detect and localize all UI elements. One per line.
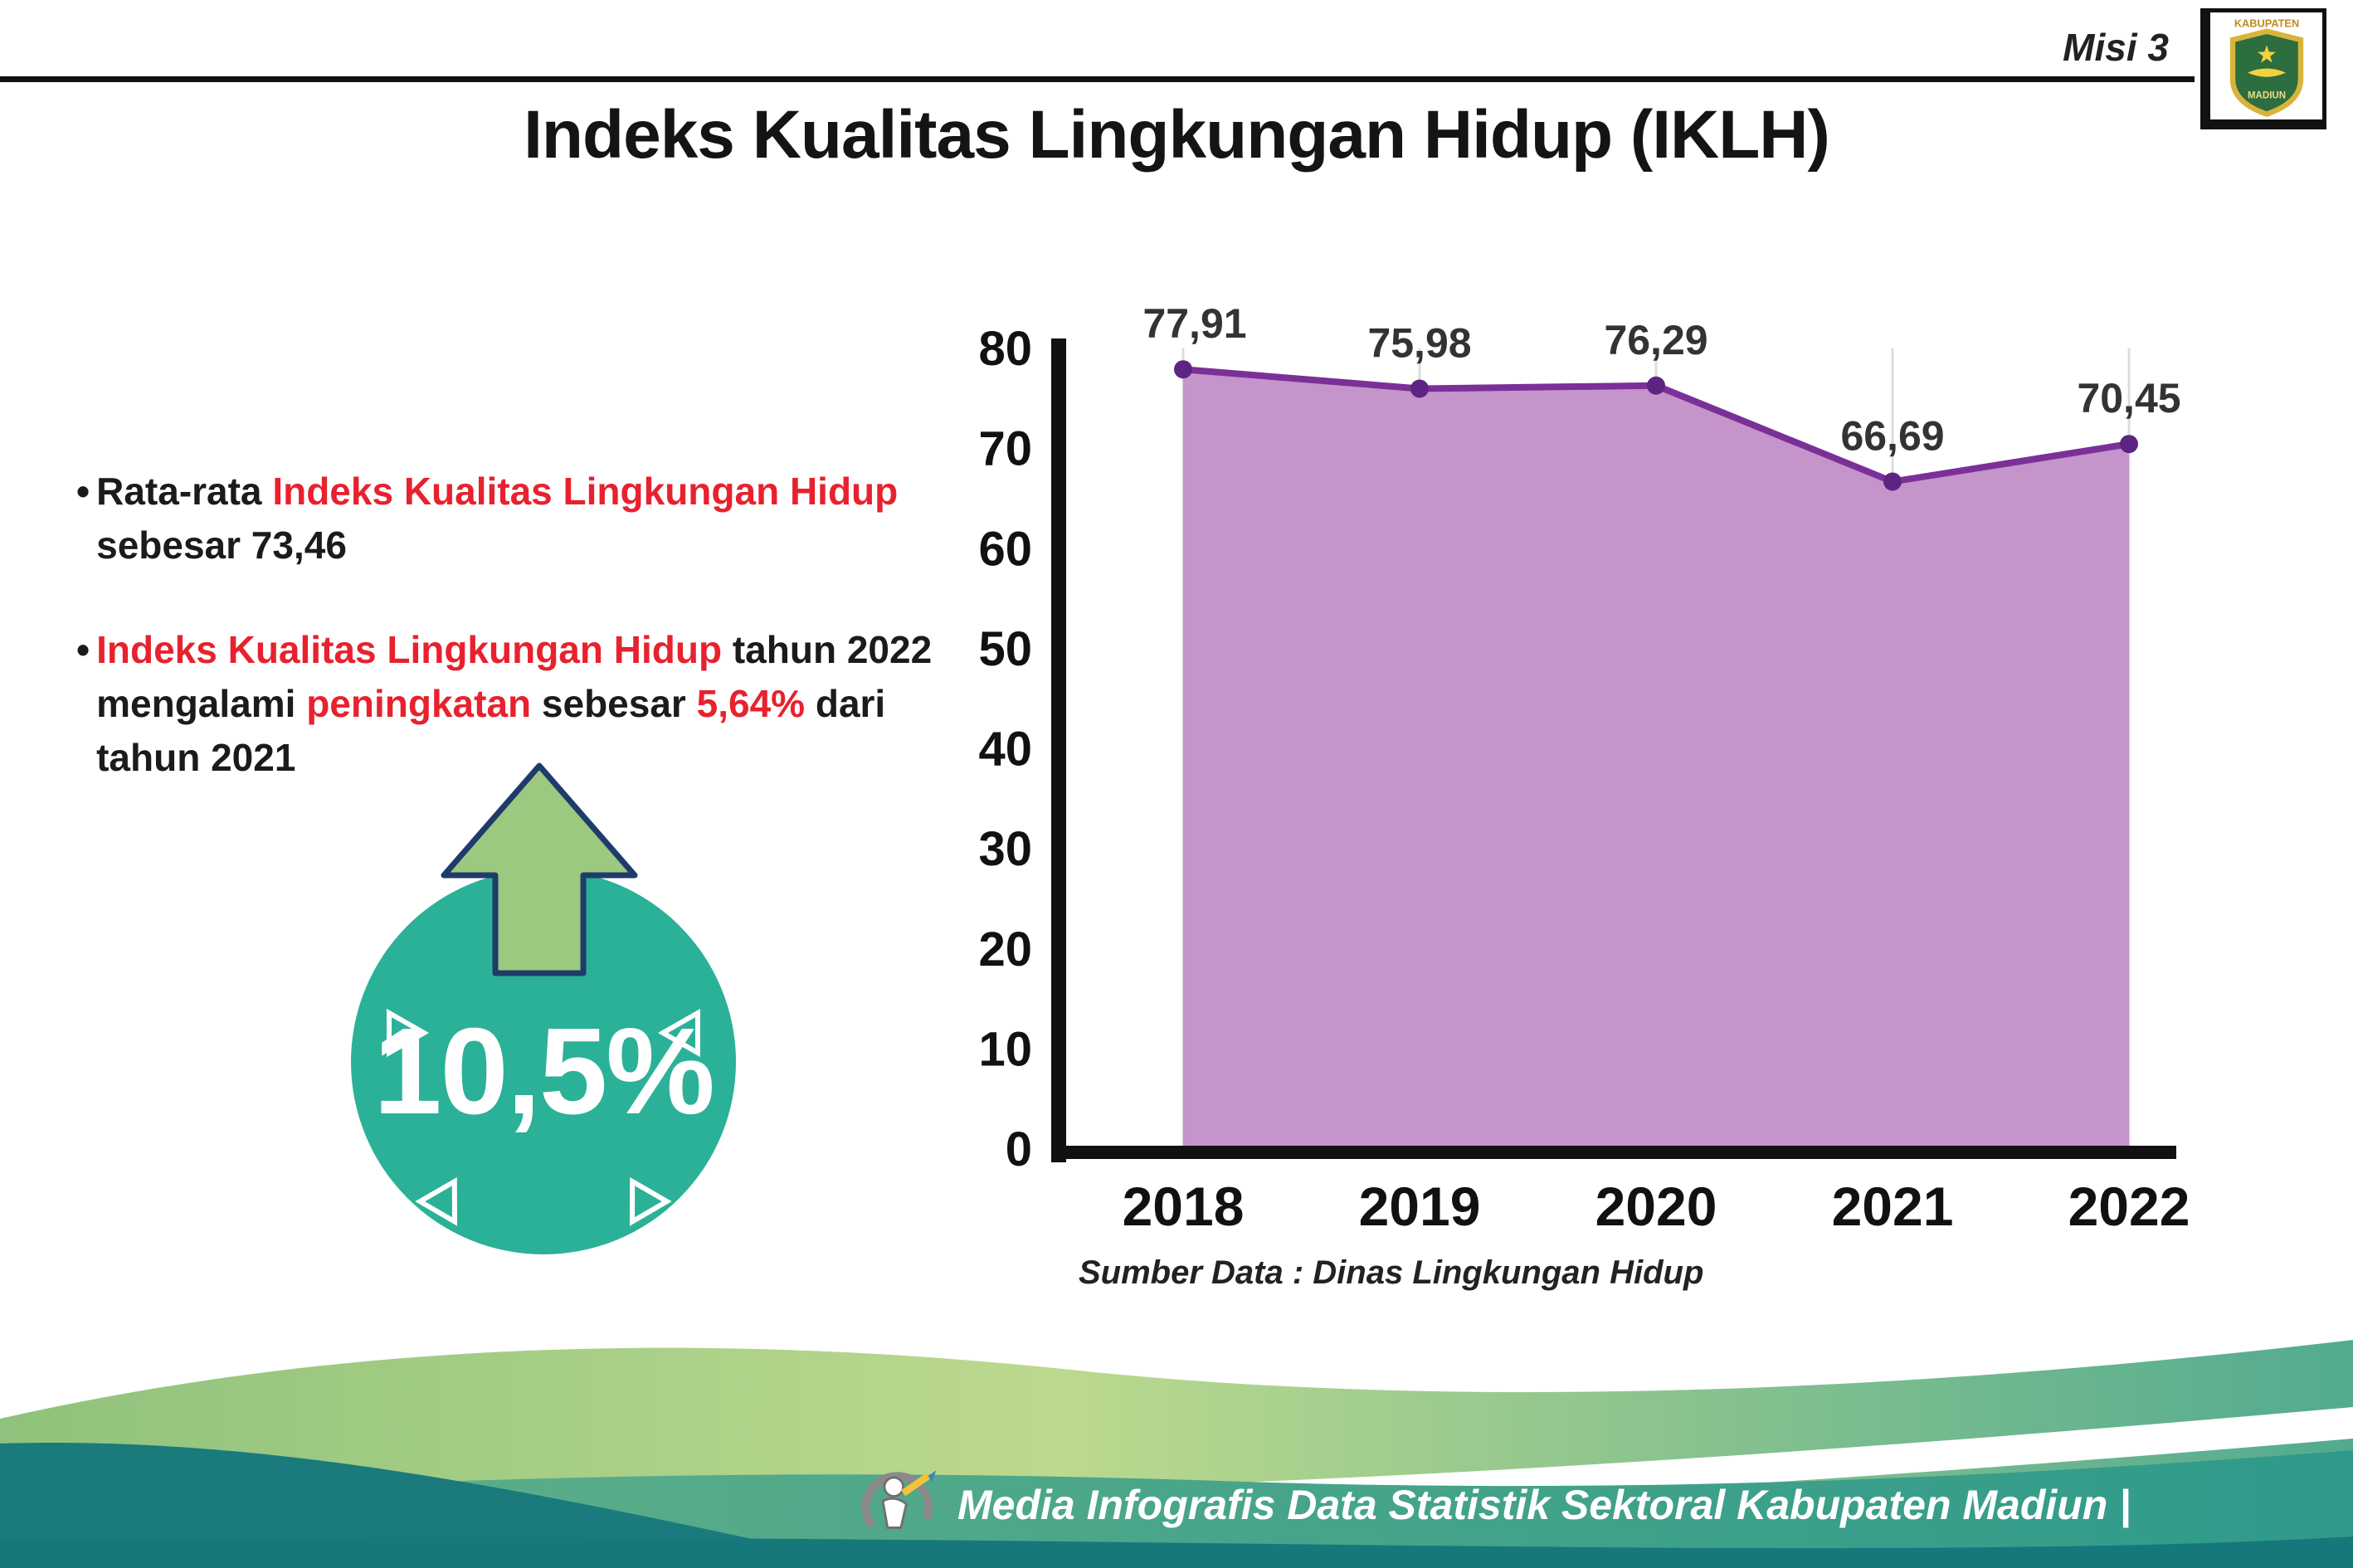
crest-star-icon (2257, 44, 2276, 63)
x-axis (1051, 1146, 2176, 1159)
text-segment: peningkatan (306, 681, 532, 725)
x-category-label: 2022 (2068, 1176, 2190, 1237)
text-segment: sebesar 73,46 (96, 523, 347, 567)
y-tick-label: 80 (979, 322, 1032, 376)
point-value-label: 70,45 (2077, 375, 2180, 421)
kabupaten-crest-icon: KABUPATEN MADIUN (2229, 17, 2303, 117)
point-value-label: 77,91 (1142, 300, 1246, 347)
text-segment: Indeks Kualitas Lingkungan Hidup (96, 627, 723, 671)
y-tick-label: 40 (979, 723, 1032, 777)
text-segment: Indeks Kualitas Lingkungan Hidup (272, 470, 899, 513)
bullet-dot: • (76, 627, 90, 671)
footer-caption-row: Media Infografis Data Statistik Sektoral… (855, 1462, 2131, 1548)
wave-dark-bottom (0, 1536, 2353, 1568)
crest-top-text: KABUPATEN (2234, 17, 2298, 29)
wave-dark-left (0, 1443, 772, 1568)
x-category-label: 2020 (1595, 1176, 1717, 1237)
bullet-average: • Rata-rata Indeks Kualitas Lingkungan H… (76, 465, 981, 573)
data-point (1883, 472, 1902, 491)
badge-tick-icon (629, 1176, 672, 1226)
footer-waves (0, 1340, 2353, 1568)
up-arrow-icon (441, 762, 638, 976)
y-tick-label: 0 (1006, 1122, 1032, 1176)
y-tick-label: 60 (979, 522, 1032, 576)
chart-canvas: 0 10 20 30 40 50 60 70 80 77,91 75,98 76,29 66,69 70,… (978, 300, 2190, 1237)
logo-head (883, 1476, 905, 1498)
misi-label: Misi 3 (2063, 26, 2169, 69)
y-tick-label: 20 (979, 923, 1032, 976)
y-tick-label: 50 (979, 622, 1032, 676)
crest-emblem (2247, 68, 2286, 77)
footer-caption: Media Infografis Data Statistik Sektoral… (957, 1482, 2131, 1528)
text-segment: dari tahun 2021 (96, 681, 886, 780)
logo-pencil-tip (928, 1470, 937, 1483)
increase-badge: 10,5% (319, 751, 767, 1307)
data-point (1647, 376, 1665, 395)
footer-logo (861, 1470, 937, 1529)
y-tick-label: 10 (979, 1022, 1032, 1076)
bullet-dot: • (76, 470, 90, 513)
y-axis (1051, 338, 1066, 1162)
logo-body (881, 1497, 908, 1529)
bullet-increase-text: Indeks Kualitas Lingkungan Hidup tahun 2… (96, 623, 981, 786)
x-category-label: 2021 (1832, 1176, 1954, 1237)
point-value-label: 76,29 (1604, 317, 1708, 363)
page-title: Indeks Kualitas Lingkungan Hidup (IKLH) (524, 97, 1830, 173)
top-divider (0, 76, 2195, 82)
crest-bottom-text: MADIUN (2247, 90, 2285, 100)
badge-tick-icon (415, 1176, 458, 1226)
footer: Media Infografis Data Statistik Sektoral… (0, 1294, 2353, 1568)
data-point (1174, 360, 1192, 379)
text-segment: tahun 2022 mengalami (96, 627, 933, 725)
point-value-label: 66,69 (1840, 413, 1944, 460)
bullet-increase: • Indeks Kualitas Lingkungan Hidup tahun… (76, 623, 981, 786)
x-category-label: 2018 (1123, 1176, 1245, 1237)
kabupaten-madiun-logo: KABUPATEN MADIUN (2200, 8, 2326, 129)
logo-pencil-icon (901, 1473, 931, 1497)
source-note: Sumber Data : Dinas Lingkungan Hidup (1079, 1254, 1704, 1291)
point-value-label: 75,98 (1367, 319, 1471, 366)
data-point (1410, 379, 1429, 398)
badge-tick-icon (387, 1008, 430, 1058)
x-category-label: 2019 (1359, 1176, 1481, 1237)
summary-panel: • Rata-rata Indeks Kualitas Lingkungan H… (76, 465, 981, 835)
badge-circle (351, 869, 736, 1254)
y-tick-label: 70 (979, 422, 1032, 476)
bullet-average-text: Rata-rata Indeks Kualitas Lingkungan Hid… (96, 465, 981, 573)
iklh-area-chart: 0 10 20 30 40 50 60 70 80 77,91 75,98 76,29 66,69 70,… (978, 290, 2190, 1269)
y-tick-label: 30 (979, 822, 1032, 876)
text-segment: 5,64% (696, 681, 806, 725)
area-fill (1183, 369, 2129, 1149)
increase-badge-graphic (351, 762, 736, 1254)
data-point (2120, 435, 2138, 454)
text-segment: Rata-rata (96, 470, 273, 513)
badge-value: 10,5% (373, 1003, 715, 1140)
badge-tick-icon (657, 1008, 700, 1058)
text-segment: sebesar (531, 681, 697, 725)
